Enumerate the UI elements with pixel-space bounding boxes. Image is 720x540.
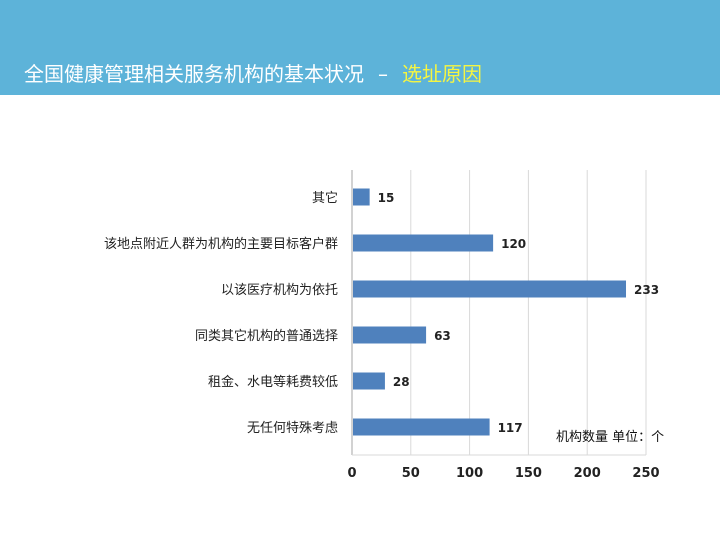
x-tick-label: 100 [456,466,483,481]
category-label: 租金、水电等耗费较低 [208,374,338,390]
grid-lines [351,170,647,456]
x-tick-label: 200 [574,466,601,481]
page-title: 全国健康管理相关服务机构的基本状况 – 选址原因 [24,58,482,87]
title-separator: – [378,62,388,86]
x-axis-ticks: 0 50 100 150 200 250 [347,466,659,481]
x-tick-label: 150 [515,466,542,481]
title-highlight: 选址原因 [402,62,482,86]
category-label: 其它 [312,190,338,206]
value-label: 15 [378,191,395,205]
value-label: 120 [501,237,526,251]
header-banner: 全国健康管理相关服务机构的基本状况 – 选址原因 [0,0,720,95]
category-label: 该地点附近人群为机构的主要目标客户群 [104,236,338,252]
bar [353,188,370,206]
category-label: 无任何特殊考虑 [247,420,338,436]
bar [353,326,427,344]
x-tick-label: 250 [632,466,659,481]
category-labels: 其它该地点附近人群为机构的主要目标客户群以该医疗机构为依托同类其它机构的普通选择… [104,190,338,436]
bar [353,418,490,436]
category-label: 以该医疗机构为依托 [221,283,338,298]
x-tick-label: 50 [402,466,420,481]
title-main: 全国健康管理相关服务机构的基本状况 [24,62,364,86]
x-tick-label: 0 [347,466,356,481]
bars [353,188,627,436]
value-label: 233 [634,283,659,297]
value-label: 117 [498,421,523,435]
unit-note: 机构数量 单位：个 [556,430,665,445]
bar [353,280,627,298]
bar [353,372,385,390]
bar [353,234,494,252]
value-labels: 15 120 233 63 28 117 [378,191,659,435]
value-label: 28 [393,375,410,389]
value-label: 63 [434,329,451,343]
category-label: 同类其它机构的普通选择 [195,328,338,344]
